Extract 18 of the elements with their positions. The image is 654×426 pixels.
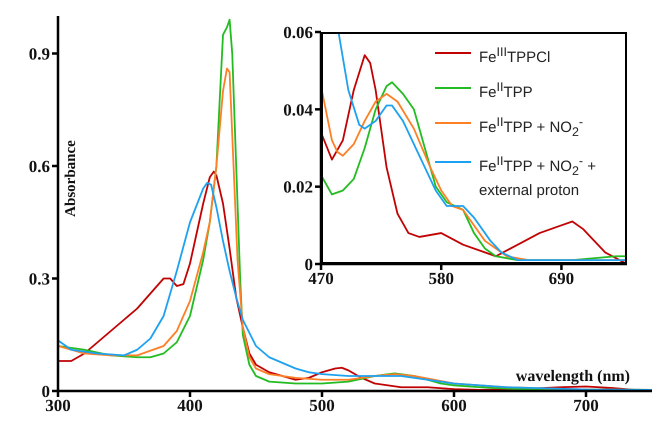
x-tick-label: 600 bbox=[441, 396, 467, 416]
x-tick-label: 300 bbox=[45, 396, 71, 416]
y-tick-label: 0.6 bbox=[28, 157, 50, 176]
x-tick-label: 500 bbox=[309, 396, 335, 416]
x-tick-label: 400 bbox=[177, 396, 203, 416]
x-tick-label: 700 bbox=[573, 396, 599, 416]
y-axis-title: Absorbance bbox=[63, 140, 79, 217]
y-tick-label: 0.06 bbox=[283, 23, 313, 42]
legend-label: Fe$^{II}$TPP + NO$_{2}$$^{-}$ + external proton bbox=[479, 153, 598, 201]
x-axis-title: wavelength (nm) bbox=[516, 368, 630, 385]
x-tick-label: 580 bbox=[428, 269, 454, 288]
x-tick-label: 690 bbox=[548, 269, 574, 288]
legend-label: Fe$^{III}$TPPCl bbox=[479, 44, 552, 68]
y-tick-label: 0.02 bbox=[283, 178, 313, 197]
y-tick-label: 0.3 bbox=[28, 270, 50, 289]
y-tick-label: 0.04 bbox=[283, 100, 314, 120]
y-tick-label: 0.9 bbox=[28, 44, 50, 64]
legend-label: Fe$^{II}$TPP bbox=[479, 79, 534, 103]
